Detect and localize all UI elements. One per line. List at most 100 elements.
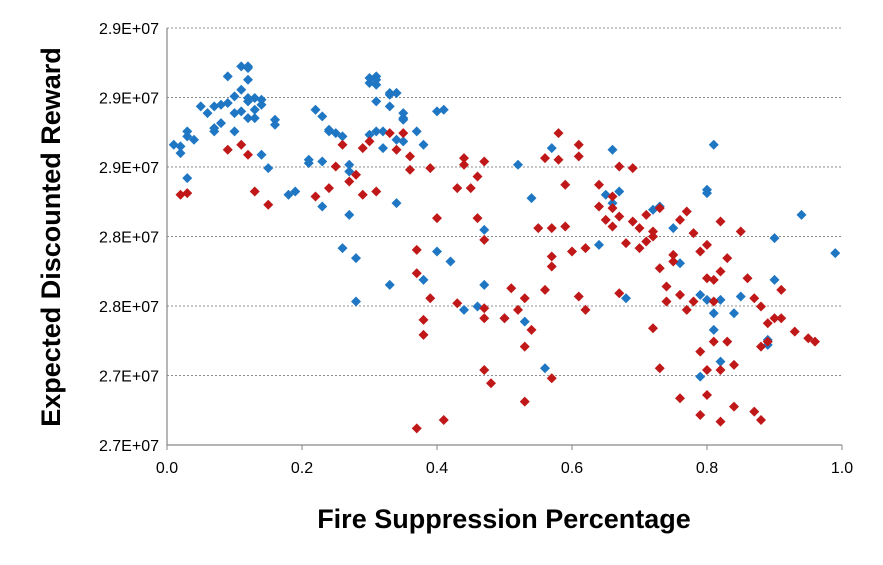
data-point-red bbox=[715, 416, 726, 427]
data-point-red bbox=[384, 128, 395, 139]
data-point-blue bbox=[378, 126, 388, 137]
data-point-blue bbox=[189, 134, 199, 145]
data-point-blue bbox=[310, 104, 321, 115]
data-point-red bbox=[175, 189, 186, 200]
y-tick-label: 2.8E+07 bbox=[99, 299, 159, 316]
data-point-red bbox=[553, 128, 564, 139]
data-point-blue bbox=[695, 289, 706, 300]
x-tick-label: 0.8 bbox=[696, 460, 718, 477]
data-point-red bbox=[769, 313, 780, 324]
data-point-red bbox=[398, 128, 409, 139]
data-point-red bbox=[762, 318, 773, 329]
data-point-red bbox=[702, 389, 712, 400]
data-point-blue bbox=[648, 204, 658, 215]
data-point-red bbox=[708, 274, 719, 285]
data-point-blue bbox=[371, 96, 382, 107]
data-point-red bbox=[479, 303, 490, 314]
data-point-red bbox=[351, 169, 361, 180]
x-tick-label: 0.4 bbox=[426, 460, 448, 477]
data-point-red bbox=[661, 281, 672, 292]
data-point-red bbox=[776, 284, 787, 295]
data-point-red bbox=[675, 289, 685, 300]
data-point-blue bbox=[418, 274, 429, 285]
data-point-red bbox=[479, 156, 490, 167]
data-point-red bbox=[641, 209, 652, 220]
data-point-blue bbox=[182, 131, 193, 142]
data-point-red bbox=[627, 216, 638, 227]
data-point-red bbox=[722, 253, 733, 264]
data-point-red bbox=[594, 179, 604, 190]
data-point-red bbox=[756, 414, 766, 425]
data-point-blue bbox=[243, 74, 253, 85]
data-point-blue bbox=[249, 113, 260, 124]
data-point-blue bbox=[769, 274, 780, 285]
data-point-blue bbox=[668, 223, 679, 234]
data-point-blue bbox=[243, 61, 253, 72]
data-point-red bbox=[607, 191, 618, 202]
data-point-red bbox=[519, 293, 530, 304]
data-point-blue bbox=[715, 356, 726, 367]
data-point-blue bbox=[384, 279, 395, 290]
data-point-blue bbox=[249, 104, 260, 115]
data-point-blue bbox=[168, 139, 179, 150]
data-point-red bbox=[621, 238, 631, 249]
data-point-red bbox=[472, 171, 483, 182]
data-point-red bbox=[648, 323, 658, 334]
data-point-red bbox=[654, 363, 665, 374]
data-point-red bbox=[222, 144, 233, 155]
data-point-blue bbox=[317, 201, 328, 212]
data-point-red bbox=[243, 149, 253, 160]
data-point-blue bbox=[432, 246, 442, 257]
data-point-red bbox=[607, 221, 618, 232]
data-point-red bbox=[479, 313, 490, 324]
data-point-red bbox=[695, 409, 706, 420]
data-point-blue bbox=[364, 129, 375, 140]
data-point-red bbox=[519, 396, 530, 407]
data-point-blue bbox=[330, 128, 341, 139]
data-point-blue bbox=[735, 291, 746, 302]
data-point-red bbox=[735, 226, 746, 237]
data-point-blue bbox=[594, 239, 604, 250]
data-point-red bbox=[546, 223, 557, 234]
data-point-blue bbox=[229, 91, 240, 102]
data-point-red bbox=[776, 313, 787, 324]
data-point-blue bbox=[229, 108, 240, 119]
data-point-red bbox=[729, 401, 739, 412]
data-point-blue bbox=[708, 308, 719, 319]
data-point-red bbox=[627, 163, 638, 174]
data-point-blue bbox=[216, 118, 226, 129]
data-point-blue bbox=[263, 163, 274, 174]
data-point-red bbox=[499, 313, 510, 324]
data-point-blue bbox=[479, 224, 490, 235]
data-point-red bbox=[364, 136, 375, 147]
data-point-red bbox=[722, 336, 733, 347]
x-tick-label: 0.2 bbox=[291, 460, 313, 477]
y-tick-label: 2.9E+07 bbox=[99, 91, 159, 108]
data-point-blue bbox=[344, 209, 355, 220]
data-point-red bbox=[432, 213, 442, 224]
data-point-red bbox=[371, 186, 382, 197]
data-point-red bbox=[425, 293, 436, 304]
data-point-red bbox=[546, 373, 557, 384]
data-point-red bbox=[641, 236, 652, 247]
data-point-red bbox=[411, 244, 422, 255]
data-point-red bbox=[540, 153, 550, 164]
data-point-blue bbox=[182, 173, 193, 184]
data-point-blue bbox=[398, 108, 409, 119]
data-point-red bbox=[546, 251, 557, 262]
y-tick-label: 2.7E+07 bbox=[99, 438, 159, 455]
data-point-blue bbox=[317, 156, 328, 167]
data-point-blue bbox=[222, 98, 233, 109]
data-point-red bbox=[560, 179, 571, 190]
data-point-blue bbox=[236, 61, 247, 72]
data-point-blue bbox=[708, 324, 719, 335]
data-point-red bbox=[756, 301, 766, 312]
data-point-blue bbox=[796, 209, 807, 220]
data-point-red bbox=[573, 291, 584, 302]
data-point-red bbox=[742, 273, 753, 284]
data-point-red bbox=[567, 246, 577, 257]
y-tick-label: 2.9E+07 bbox=[99, 21, 159, 38]
data-point-blue bbox=[256, 99, 267, 110]
data-point-blue bbox=[479, 279, 490, 290]
